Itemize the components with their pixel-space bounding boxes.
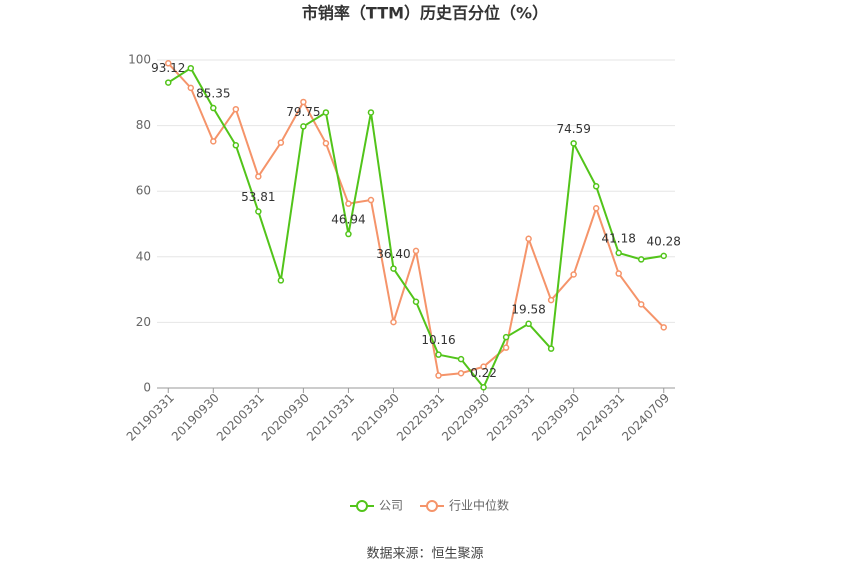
point <box>412 247 420 255</box>
value-label: 19.58 <box>511 302 545 316</box>
value-label: 10.16 <box>421 333 455 347</box>
x-tick-label: 20190930 <box>169 391 222 444</box>
point <box>187 84 195 92</box>
point <box>255 208 262 215</box>
point <box>277 139 285 146</box>
x-tick-label: 20240709 <box>619 391 672 444</box>
y-tick-label: 40 <box>136 249 151 263</box>
y-tick-label: 0 <box>143 381 151 395</box>
legend-marker <box>426 500 438 512</box>
value-label: 79.75 <box>286 105 320 119</box>
point <box>300 123 307 130</box>
point <box>547 345 555 352</box>
point <box>165 79 172 86</box>
point <box>322 109 330 116</box>
value-label: 53.81 <box>241 190 275 204</box>
point <box>660 324 667 331</box>
legend-marker <box>356 500 368 512</box>
point <box>367 196 375 204</box>
x-tick-label: 20220930 <box>439 391 492 444</box>
value-label: 36.40 <box>376 247 410 261</box>
y-tick-label: 20 <box>136 315 151 329</box>
legend-label: 行业中位数 <box>449 498 509 513</box>
point <box>480 363 487 370</box>
point <box>615 249 622 257</box>
point <box>390 265 397 272</box>
point <box>435 372 442 379</box>
point <box>345 230 352 238</box>
value-label: 74.59 <box>556 122 590 136</box>
point <box>502 344 510 351</box>
point <box>345 200 352 207</box>
point <box>480 384 487 391</box>
point <box>300 98 307 106</box>
x-tick-label: 20240331 <box>574 391 627 444</box>
x-tick-label: 20200331 <box>214 391 267 444</box>
point <box>210 138 217 145</box>
point <box>255 173 262 180</box>
x-tick-label: 20230331 <box>484 391 537 444</box>
point <box>660 252 667 260</box>
x-tick-label: 20210930 <box>349 391 402 444</box>
point <box>187 64 195 72</box>
point <box>457 369 465 377</box>
value-label: 40.28 <box>647 234 681 248</box>
x-tick-label: 20210331 <box>304 391 357 444</box>
legend-label: 公司 <box>379 499 403 513</box>
point <box>412 298 420 305</box>
point <box>525 320 532 328</box>
value-label: 85.35 <box>196 87 230 101</box>
y-tick-label: 60 <box>136 184 151 198</box>
point <box>547 296 555 304</box>
series-line <box>167 62 665 377</box>
point <box>457 355 465 363</box>
point <box>232 142 240 149</box>
x-tick-label: 20230930 <box>529 391 582 444</box>
chart-title: 市销率（TTM）历史百分位（%） <box>302 4 548 23</box>
point <box>210 104 217 112</box>
point <box>525 235 532 243</box>
point <box>615 270 622 277</box>
value-label: 46.94 <box>331 213 365 227</box>
point <box>367 109 375 116</box>
point <box>277 277 285 284</box>
x-tick-label: 20200930 <box>259 391 312 444</box>
value-label: 41.18 <box>602 231 636 245</box>
x-tick-label: 20220331 <box>394 391 447 444</box>
y-tick-label: 80 <box>136 118 151 132</box>
point <box>592 183 600 190</box>
point <box>570 271 577 278</box>
point <box>390 318 397 326</box>
point <box>637 256 645 263</box>
y-tick-label: 100 <box>128 53 151 67</box>
value-label: 0.22 <box>470 366 497 380</box>
point <box>232 105 240 113</box>
point <box>637 301 645 308</box>
point <box>570 140 577 147</box>
x-tick-label: 20190331 <box>124 391 177 444</box>
point <box>435 351 442 358</box>
point <box>322 140 330 147</box>
point <box>165 60 172 67</box>
point <box>502 333 510 341</box>
value-label: 93.12 <box>151 61 185 75</box>
point <box>592 205 600 212</box>
source: 数据来源：恒生聚源 <box>366 547 483 562</box>
